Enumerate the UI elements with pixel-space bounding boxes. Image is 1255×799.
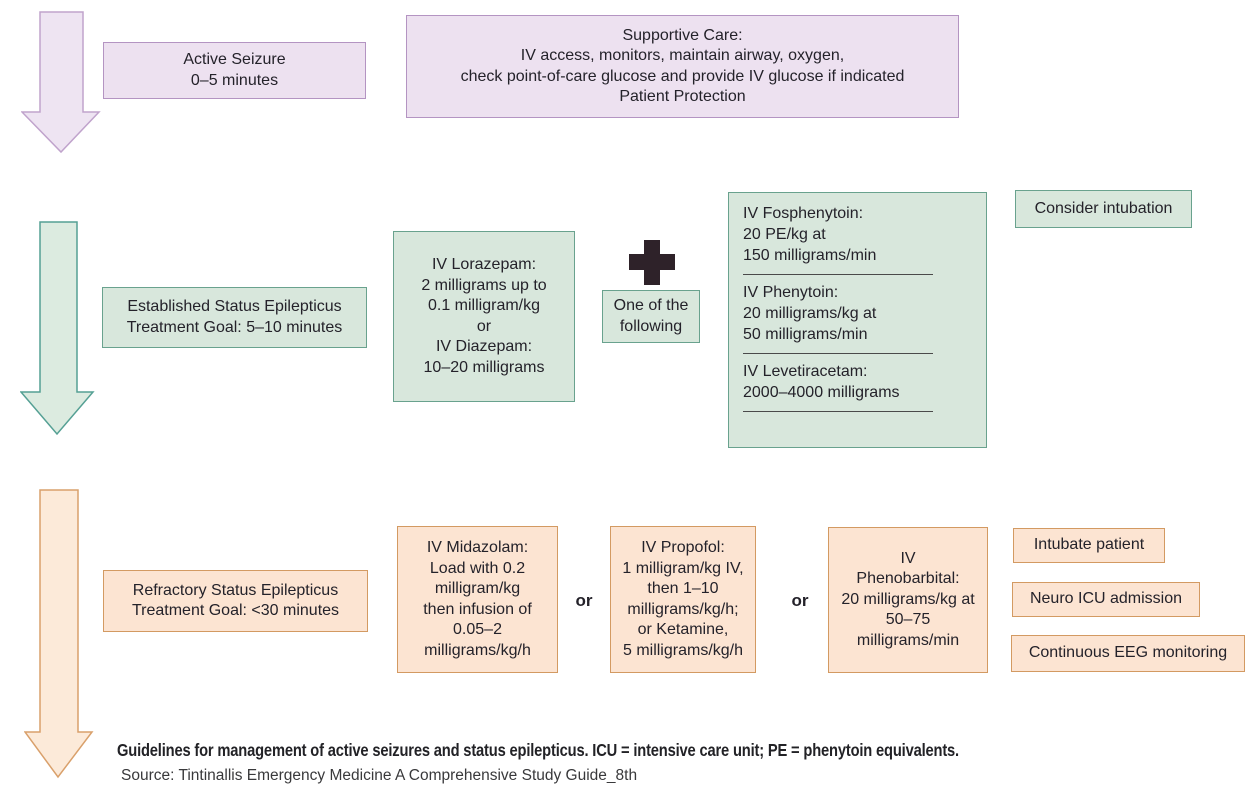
fosphenytoin-option: IV Fosphenytoin: 20 PE/kg at 150 milligr…	[743, 205, 877, 264]
box-iv-propofol-ketamine: IV Propofol: 1 milligram/kg IV, then 1–1…	[610, 526, 756, 673]
box-one-of-the-following: One of the following	[602, 290, 700, 343]
plus-icon	[629, 240, 675, 285]
section-divider	[743, 411, 933, 412]
box-refractory-status-epilepticus: Refractory Status Epilepticus Treatment …	[103, 570, 368, 632]
box-consider-intubation: Consider intubation	[1015, 190, 1192, 228]
levetiracetam-option: IV Levetiracetam: 2000–4000 milligrams	[743, 363, 900, 401]
section-divider	[743, 274, 933, 275]
box-neuro-icu-admission: Neuro ICU admission	[1012, 582, 1200, 617]
box-iv-phenobarbital: IV Phenobarbital: 20 milligrams/kg at 50…	[828, 527, 988, 673]
stage2-down-arrow-icon	[20, 221, 95, 436]
box-iv-lorazepam-diazepam: IV Lorazepam: 2 milligrams up to 0.1 mil…	[393, 231, 575, 402]
box-intubate-patient: Intubate patient	[1013, 528, 1165, 563]
section-divider	[743, 353, 933, 354]
box-second-line-agents: IV Fosphenytoin: 20 PE/kg at 150 milligr…	[728, 192, 987, 448]
box-supportive-care: Supportive Care: IV access, monitors, ma…	[406, 15, 959, 118]
stage1-down-arrow-icon	[21, 11, 101, 154]
or-label-2: or	[791, 591, 809, 610]
or-label-1: or	[575, 591, 593, 610]
stage3-down-arrow-icon	[24, 489, 94, 779]
box-established-status-epilepticus: Established Status Epilepticus Treatment…	[102, 287, 367, 348]
box-iv-midazolam: IV Midazolam: Load with 0.2 milligram/kg…	[397, 526, 558, 673]
box-continuous-eeg-monitoring: Continuous EEG monitoring	[1011, 635, 1245, 672]
figure-source: Source: Tintinallis Emergency Medicine A…	[121, 767, 638, 784]
box-active-seizure: Active Seizure 0–5 minutes	[103, 42, 366, 99]
phenytoin-option: IV Phenytoin: 20 milligrams/kg at 50 mil…	[743, 284, 877, 343]
figure-caption: Guidelines for management of active seiz…	[117, 740, 959, 760]
